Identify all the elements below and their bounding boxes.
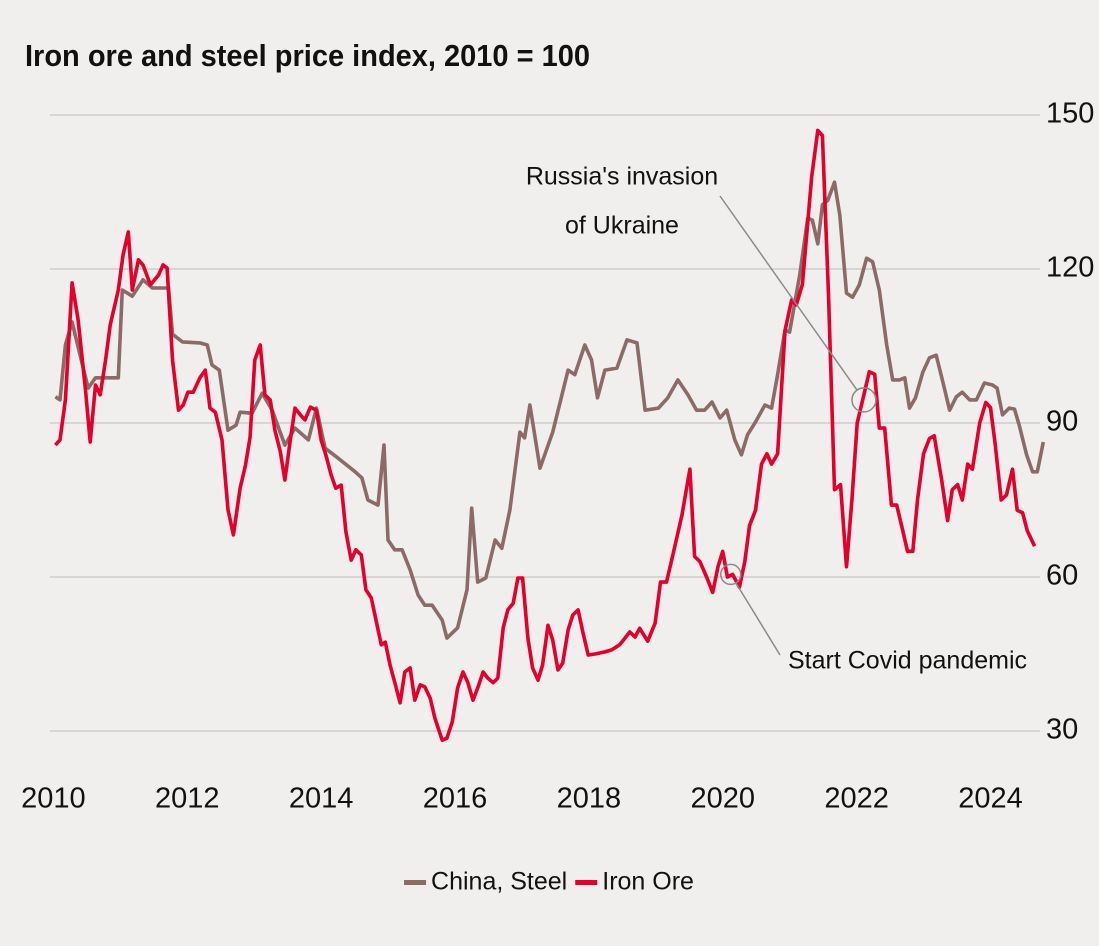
annotation-text: Start Covid pandemic (788, 647, 1027, 675)
x-tick-label: 2014 (289, 783, 354, 815)
annotation-text: of Ukraine (565, 212, 679, 240)
series-line (54, 180, 1046, 640)
y-tick-label: 150 (1046, 98, 1094, 130)
x-tick-label: 2012 (155, 783, 220, 815)
legend-label: China, Steel (431, 868, 567, 896)
x-tick-label: 2024 (958, 783, 1023, 815)
y-tick-label: 120 (1046, 252, 1094, 284)
x-tick-label: 2020 (690, 783, 755, 815)
legend: China, Steel Iron Ore (404, 868, 694, 896)
y-tick-label: 30 (1046, 714, 1078, 746)
x-tick-label: 2022 (824, 783, 889, 815)
annotation-circle (719, 563, 742, 586)
annotation-leader (719, 195, 858, 391)
legend-swatch (404, 880, 427, 885)
x-tick-label: 2018 (557, 783, 622, 815)
x-tick-label: 2016 (423, 783, 488, 815)
annotation-text: Russia's invasion (526, 163, 718, 191)
y-tick-label: 60 (1046, 560, 1078, 592)
chart-title: Iron ore and steel price index, 2010 = 1… (25, 38, 590, 73)
x-tick-label: 2010 (21, 783, 86, 815)
annotation-circle (851, 387, 877, 413)
series-line (54, 128, 1037, 742)
annotation-leader (735, 582, 781, 656)
legend-label: Iron Ore (602, 868, 694, 896)
y-tick-label: 90 (1046, 406, 1078, 438)
legend-swatch (575, 880, 598, 885)
